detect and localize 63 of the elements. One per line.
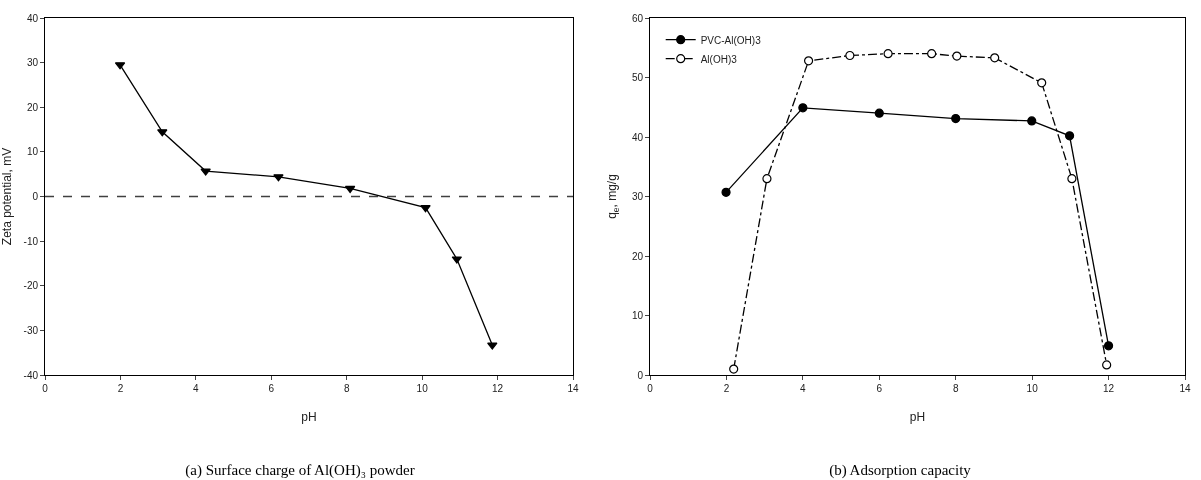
point: [762, 174, 772, 184]
x-axis-title: pH: [909, 410, 926, 424]
y-tick-label: 30: [631, 191, 644, 202]
point: [803, 56, 814, 66]
point: [420, 205, 431, 213]
y-tick-label: 20: [631, 250, 644, 262]
x-tick-label: 10: [416, 383, 429, 394]
point: [1027, 116, 1037, 126]
point: [1037, 78, 1047, 88]
x-tick-label: 6: [268, 383, 275, 394]
legend-label: PVC-Al(OH)3: [700, 34, 762, 46]
x-axis-title: pH: [301, 410, 317, 424]
y-tick-label: 40: [631, 131, 644, 143]
point: [273, 174, 284, 182]
text: (a) Surface charge of Al(OH)₃ powder: [185, 462, 415, 480]
point: [721, 187, 731, 197]
y-tick-label: 10: [631, 310, 644, 321]
x-tick-label: 8: [343, 383, 350, 394]
x-tick-label: 14: [1179, 383, 1191, 394]
y-axis-title: Zeta potential, mV: [0, 147, 14, 246]
point: [344, 185, 356, 194]
point: [1064, 131, 1075, 141]
y-tick-label: 10: [26, 146, 39, 158]
y-tick-label: 30: [26, 57, 39, 69]
y-tick-label: 0: [32, 191, 39, 202]
y-tick-label: 60: [631, 12, 644, 24]
x-tick-label: 10: [1026, 383, 1039, 394]
point: [883, 49, 893, 59]
y-tick-label: -10: [23, 235, 39, 247]
legend-label: Al(OH)3: [700, 53, 738, 65]
x-tick-label: 12: [492, 383, 504, 394]
point: [990, 53, 1000, 63]
point: [487, 342, 498, 350]
point: [729, 364, 739, 374]
point: [1103, 341, 1114, 351]
point: [1067, 174, 1077, 184]
x-tick-label: 14: [567, 383, 579, 394]
point: [952, 51, 962, 61]
point: [951, 113, 961, 124]
point: [927, 49, 937, 59]
point: [1102, 360, 1112, 370]
y-tick-label: -20: [23, 280, 39, 292]
y-tick-label: 50: [631, 72, 644, 83]
text: (b) Adsorption capacity: [829, 462, 972, 480]
point: [200, 168, 211, 176]
point: [157, 129, 168, 137]
y-tick-label: 40: [26, 12, 39, 24]
x-tick-label: 0: [42, 383, 49, 394]
point: [845, 50, 855, 61]
y-tick-label: 0: [637, 369, 644, 381]
x-tick-label: 2: [117, 383, 124, 394]
y-tick-label: -30: [23, 324, 39, 336]
y-tick-label: 20: [26, 101, 39, 113]
y-tick-label: -40: [23, 369, 39, 381]
point: [874, 108, 884, 118]
point: [798, 103, 808, 113]
x-tick-label: 4: [800, 383, 807, 394]
x-tick-label: 4: [193, 383, 200, 394]
x-tick-label: 0: [647, 383, 654, 394]
x-tick-label: 8: [952, 383, 959, 394]
x-tick-label: 12: [1103, 383, 1115, 394]
x-tick-label: 6: [876, 383, 883, 394]
x-tick-label: 2: [723, 383, 730, 394]
